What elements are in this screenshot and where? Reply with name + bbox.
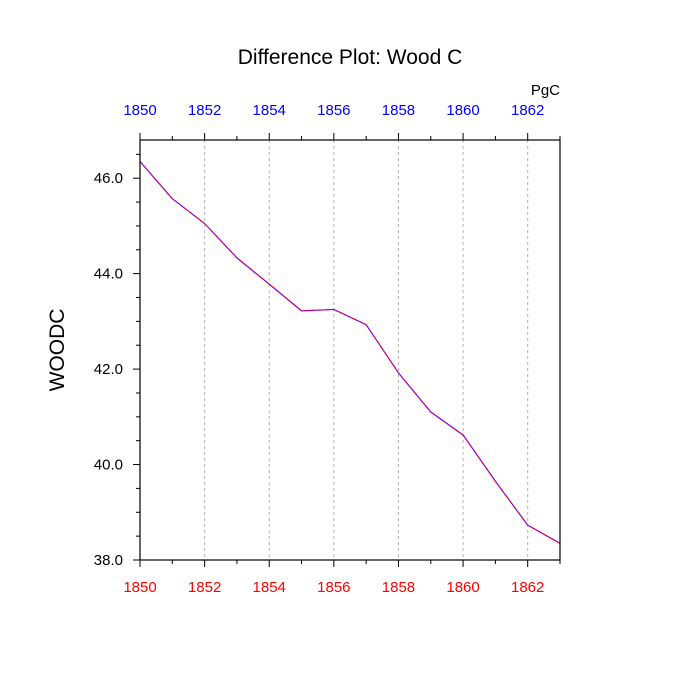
x-tick-label-top-2: 1854 xyxy=(253,102,286,119)
chart-title: Difference Plot: Wood C xyxy=(238,46,463,69)
series-group xyxy=(139,161,561,544)
x-tick-label-top-5: 1860 xyxy=(446,102,479,119)
x-tick-label-bottom-3: 1856 xyxy=(317,579,350,596)
x-tick-label-top-6: 1862 xyxy=(511,102,544,119)
x-tick-label-top-3: 1856 xyxy=(317,102,350,119)
y-tick-label-4: 46.0 xyxy=(94,170,123,187)
y-tick-label-3: 44.0 xyxy=(94,266,123,283)
x-tick-label-top-1: 1852 xyxy=(188,102,221,119)
y-tick-label-1: 40.0 xyxy=(94,457,123,474)
tick-labels: 1850 1850 1852 1852 1854 1854 1856 1856 1858 1858… xyxy=(94,102,545,596)
x-tick-label-bottom-1: 1852 xyxy=(188,579,221,596)
y-axis-label: WOODC xyxy=(46,309,69,392)
series-dash-overlay-0 xyxy=(139,161,561,544)
x-tick-label-bottom-2: 1854 xyxy=(253,579,286,596)
x-tick-label-bottom-6: 1862 xyxy=(511,579,544,596)
x-tick-label-top-0: 1850 xyxy=(123,102,156,119)
x-tick-label-bottom-0: 1850 xyxy=(123,579,156,596)
x-tick-label-bottom-5: 1860 xyxy=(446,579,479,596)
grid-lines xyxy=(204,140,529,560)
units-label: PgC xyxy=(531,82,560,99)
y-tick-label-2: 42.0 xyxy=(94,361,123,378)
plot-frame xyxy=(139,139,561,561)
y-tick-label-0: 38.0 xyxy=(94,552,123,569)
axis-ticks xyxy=(133,133,561,567)
x-tick-label-bottom-4: 1858 xyxy=(382,579,415,596)
x-tick-label-top-4: 1858 xyxy=(382,102,415,119)
